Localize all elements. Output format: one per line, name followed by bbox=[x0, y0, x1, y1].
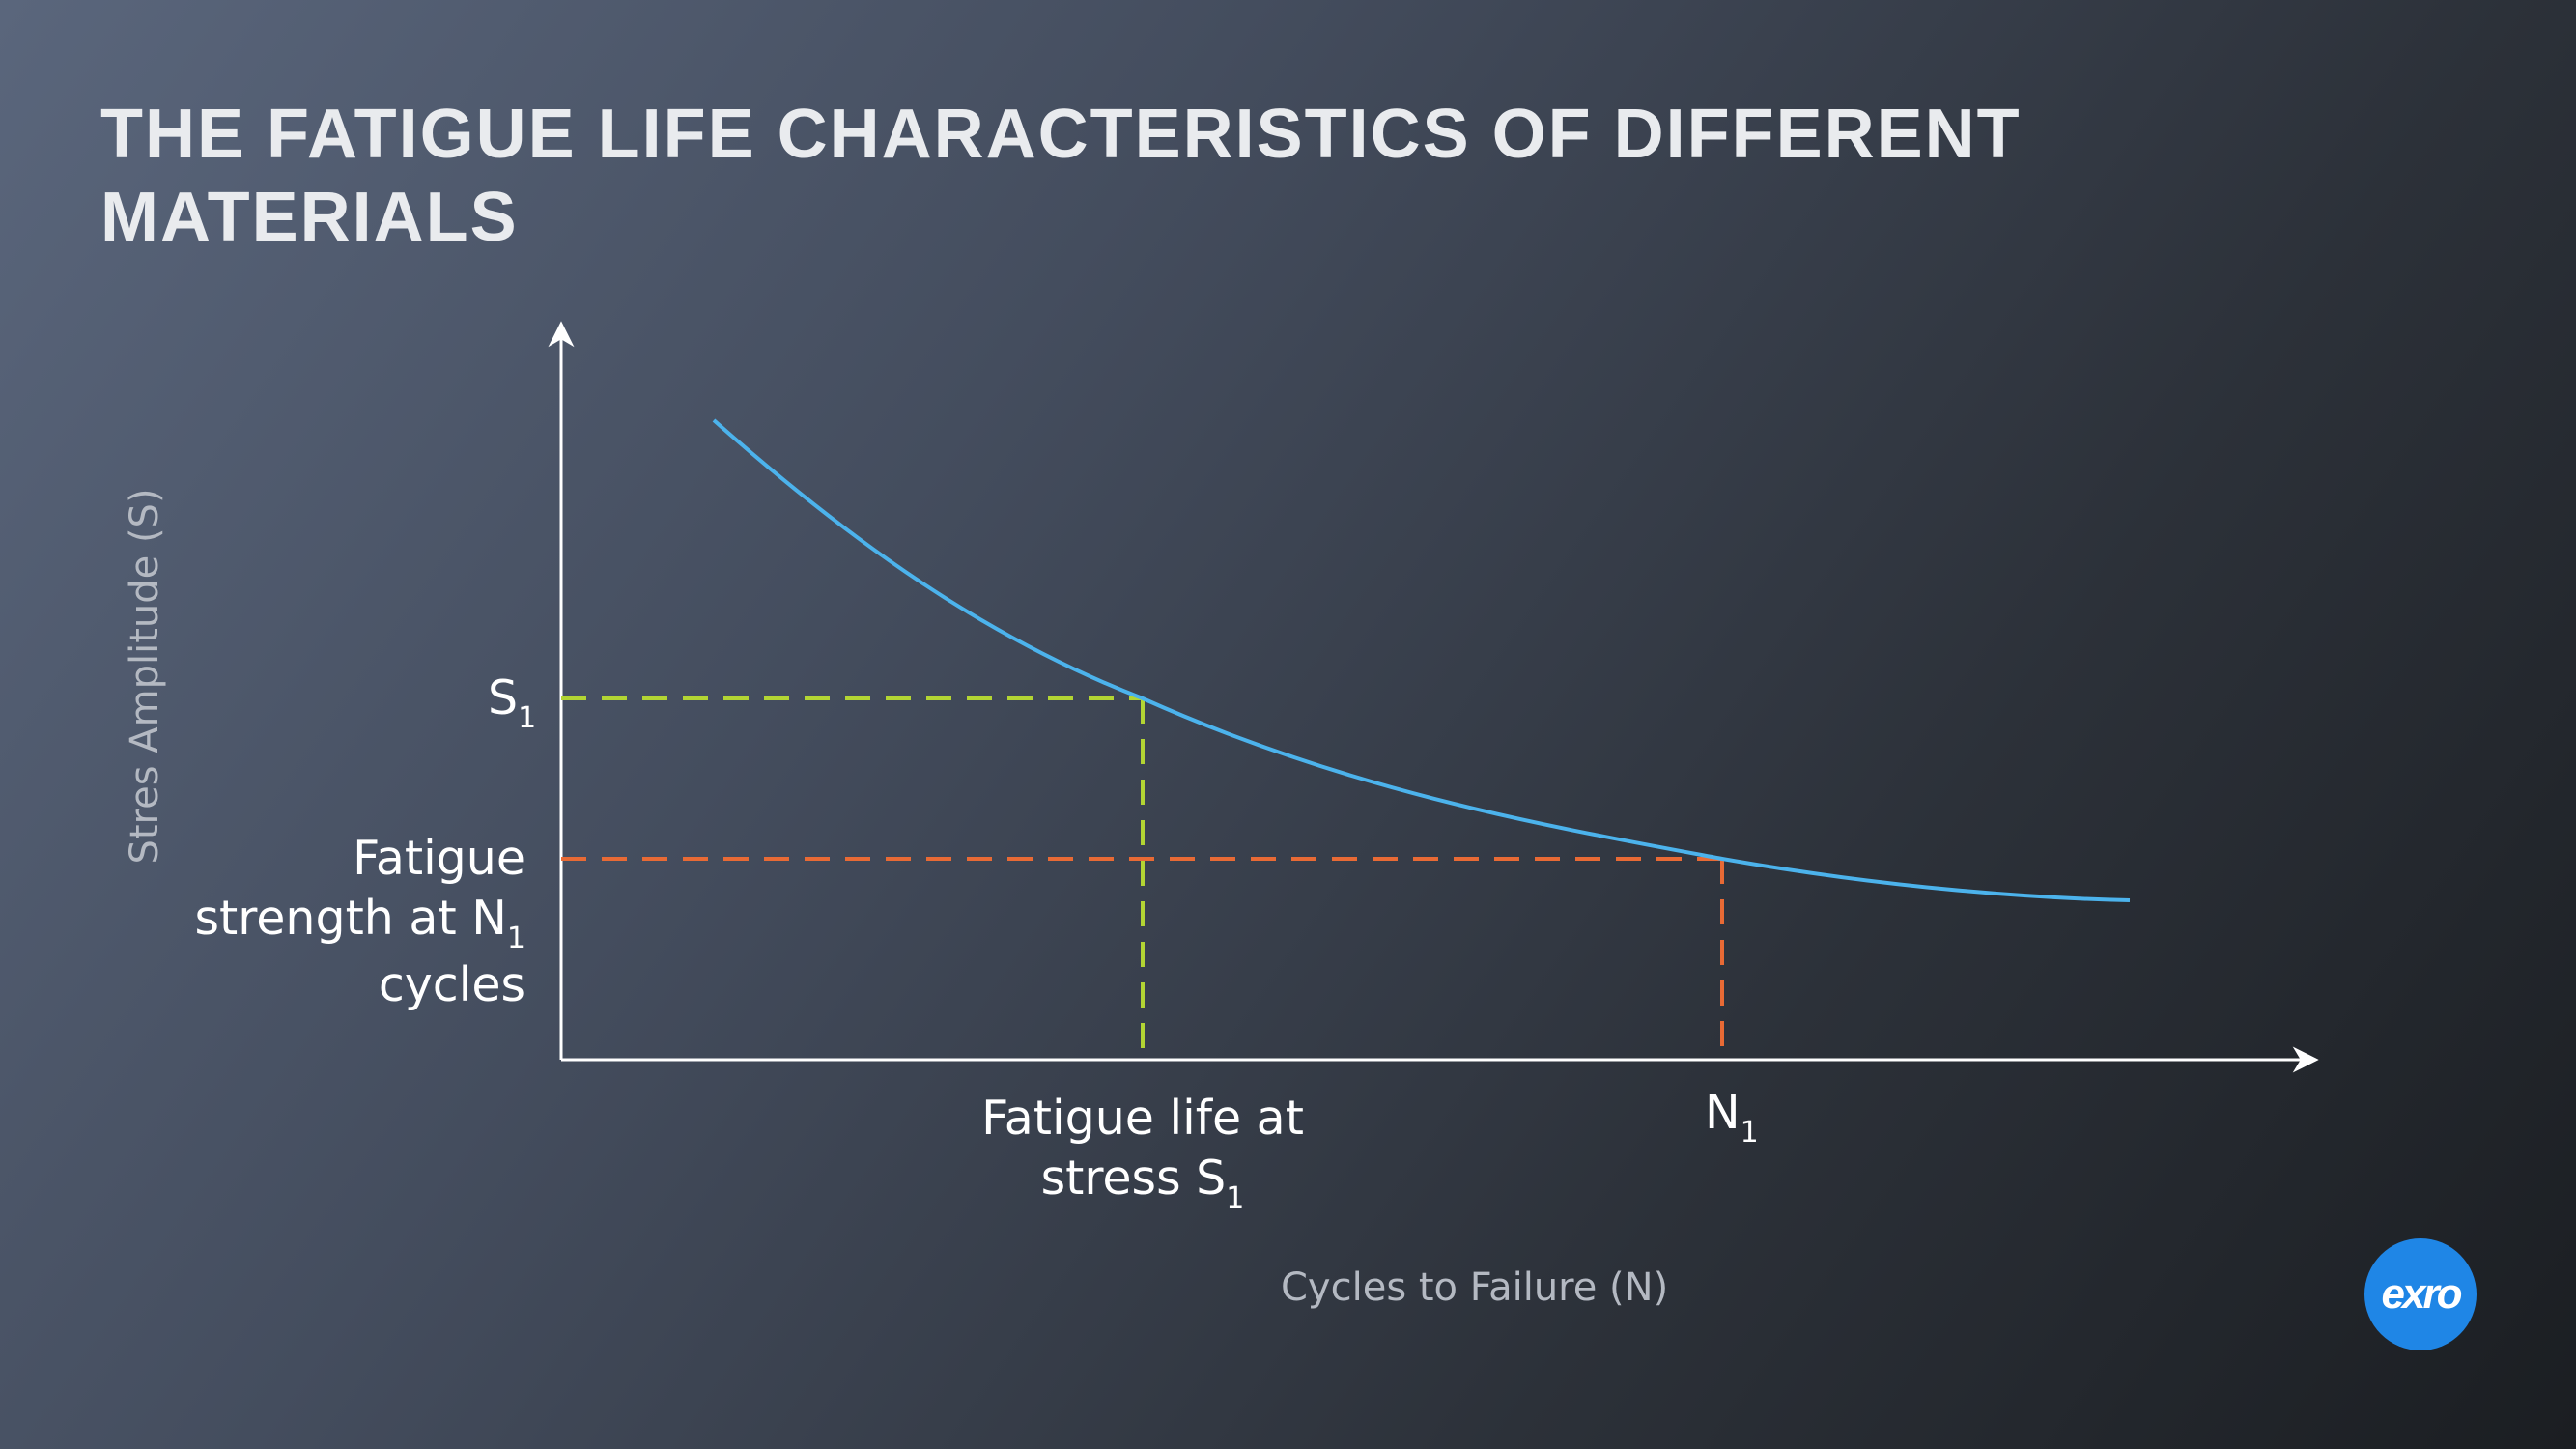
s1-label: S1 bbox=[488, 670, 537, 735]
sn-curve bbox=[712, 418, 2131, 902]
fatigue-strength-label: Fatigue strength at N1 cycles bbox=[194, 831, 525, 1012]
y-axis-title: Stres Amplitude (S) bbox=[123, 488, 167, 865]
page-title: THE FATIGUE LIFE CHARACTERISTICS OF DIFF… bbox=[100, 96, 2022, 256]
fatigue-life-label: Fatigue life at stress S1 bbox=[981, 1091, 1304, 1215]
exro-logo: exro bbox=[2364, 1238, 2477, 1350]
n1-label: N1 bbox=[1705, 1085, 1759, 1150]
x-axis-title: Cycles to Failure (N) bbox=[1281, 1265, 1669, 1310]
